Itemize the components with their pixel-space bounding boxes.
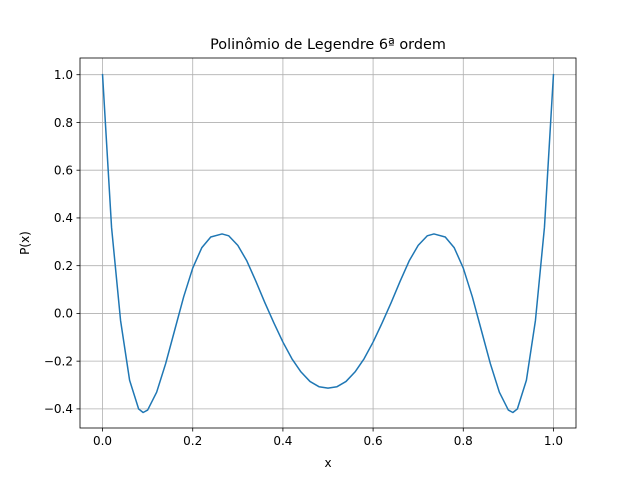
y-tick-label: 0.8: [54, 116, 73, 130]
x-tick-label: 0.2: [183, 434, 202, 448]
y-tick-label: 0.2: [54, 259, 73, 273]
y-tick-label: 0.0: [54, 307, 73, 321]
x-tick-label: 0.4: [273, 434, 292, 448]
y-tick-label: −0.2: [44, 354, 73, 368]
plot-frame: [79, 57, 577, 429]
grid-lines: [80, 58, 576, 428]
y-tick-label: 1.0: [54, 68, 73, 82]
x-axis-label: x: [324, 456, 331, 470]
x-tick-label: 0.8: [454, 434, 473, 448]
y-axis-ticks: −0.4 −0.2 0.0 0.2 0.4 0.6 0.8 1.0: [44, 68, 80, 416]
series-layer: [101, 73, 555, 414]
x-tick-label: 0.6: [364, 434, 383, 448]
x-tick-label: 0.0: [93, 434, 112, 448]
y-tick-label: 0.4: [54, 211, 73, 225]
y-tick-label: 0.6: [54, 163, 73, 177]
y-tick-label: −0.4: [44, 402, 73, 416]
x-axis-ticks: 0.0 0.2 0.4 0.6 0.8 1.0: [93, 428, 563, 448]
x-tick-label: 1.0: [544, 434, 563, 448]
y-axis-label: P(x): [18, 231, 32, 255]
series-line-legendre-p6: [101, 73, 555, 414]
chart-title: Polinômio de Legendre 6ª ordem: [210, 37, 446, 53]
